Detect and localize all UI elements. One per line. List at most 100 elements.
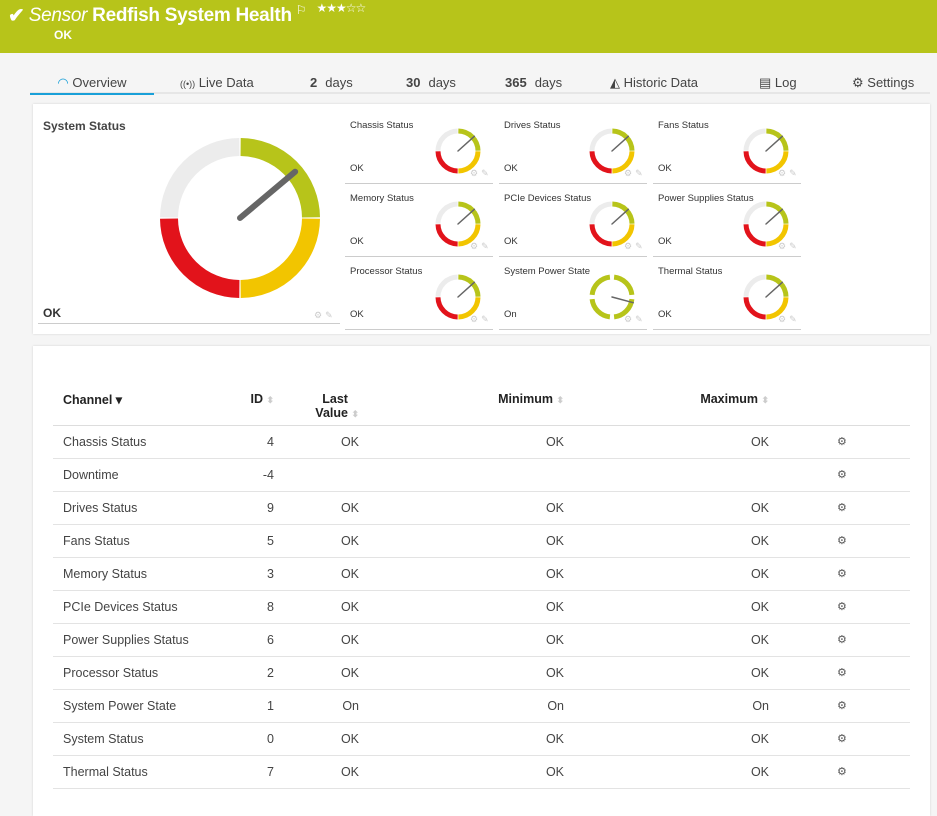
table-row[interactable]: Power Supplies Status 6 OK OK OK ⚙ (53, 623, 910, 657)
channel-settings-icon[interactable]: ⚙ (769, 623, 910, 657)
cell-minimum: OK (359, 623, 564, 657)
cell-last-value: OK (274, 524, 359, 558)
gauge-value: OK (350, 309, 364, 320)
tab-live-data[interactable]: ((•)) Live Data (180, 75, 254, 90)
header-label: Maximum (700, 392, 758, 406)
cell-channel[interactable]: System Status (53, 722, 218, 756)
cell-channel[interactable]: Downtime (53, 458, 218, 492)
header-label: Last Value (315, 392, 348, 420)
cell-channel[interactable]: Drives Status (53, 491, 218, 525)
gauge-tile[interactable]: Drives Status OK ⚙ ✎ (499, 112, 647, 184)
table-row[interactable]: Memory Status 3 OK OK OK ⚙ (53, 557, 910, 591)
cell-channel[interactable]: Power Supplies Status (53, 623, 218, 657)
table-row[interactable]: Chassis Status 4 OK OK OK ⚙ (53, 425, 910, 459)
gauge-tile[interactable]: Thermal Status OK ⚙ ✎ (653, 258, 801, 330)
cell-maximum: OK (564, 590, 769, 624)
tab-2-days[interactable]: 2 days (310, 75, 353, 90)
pin-icon[interactable]: ✎ (481, 168, 489, 178)
gauge-value: OK (350, 163, 364, 174)
gauge-tile[interactable]: Power Supplies Status OK ⚙ ✎ (653, 185, 801, 257)
tab-settings[interactable]: ⚙ Settings (852, 75, 914, 91)
gauge-tile[interactable]: PCIe Devices Status OK ⚙ ✎ (499, 185, 647, 257)
cell-channel[interactable]: Processor Status (53, 656, 218, 690)
cell-id: 8 (218, 590, 274, 624)
tab-label: days (534, 75, 563, 90)
gauge-segment-warning (766, 224, 789, 247)
table-row[interactable]: Fans Status 5 OK OK OK ⚙ (53, 524, 910, 558)
header-minimum[interactable]: Minimum ⬍ (359, 385, 564, 426)
channel-settings-icon[interactable]: ⚙ (769, 590, 910, 624)
gear-icon[interactable]: ⚙ (624, 168, 633, 178)
tab-historic-data[interactable]: ◭ Historic Data (610, 75, 698, 91)
tab-overview[interactable]: ◠ Overview (30, 75, 154, 95)
gear-icon[interactable]: ⚙ (470, 241, 479, 251)
gear-icon[interactable]: ⚙ (778, 314, 787, 324)
channel-settings-icon[interactable]: ⚙ (769, 557, 910, 591)
cell-channel[interactable]: Memory Status (53, 557, 218, 591)
pin-icon[interactable]: ✎ (635, 314, 643, 324)
channel-settings-icon[interactable]: ⚙ (769, 491, 910, 525)
tab-bar: ◠ Overview ((•)) Live Data 2 days 30 days … (30, 70, 930, 95)
table-row[interactable]: Processor Status 2 OK OK OK ⚙ (53, 656, 910, 690)
gauge-tile[interactable]: Chassis Status OK ⚙ ✎ (345, 112, 493, 184)
gear-icon[interactable]: ⚙ (470, 314, 479, 324)
channel-settings-icon[interactable]: ⚙ (769, 458, 910, 492)
cell-channel[interactable]: Thermal Status (53, 755, 218, 789)
pin-icon[interactable]: ✎ (481, 314, 489, 324)
gauge-tile[interactable]: System Power State On ⚙ ✎ (499, 258, 647, 330)
pin-icon[interactable]: ✎ (325, 310, 333, 320)
priority-stars[interactable]: ★★★☆☆ (316, 1, 367, 15)
channel-settings-icon[interactable]: ⚙ (769, 524, 910, 558)
pin-icon[interactable]: ✎ (635, 241, 643, 251)
gauge-tile[interactable]: Processor Status OK ⚙ ✎ (345, 258, 493, 330)
tile-actions: ⚙ ✎ (314, 310, 333, 320)
pin-icon[interactable]: ✎ (635, 168, 643, 178)
header-id[interactable]: ID ⬍ (218, 385, 274, 426)
channel-settings-icon[interactable]: ⚙ (769, 755, 910, 789)
table-row[interactable]: PCIe Devices Status 8 OK OK OK ⚙ (53, 590, 910, 624)
tab-30-days[interactable]: 30 days (406, 75, 456, 90)
table-row[interactable]: Drives Status 9 OK OK OK ⚙ (53, 491, 910, 525)
cell-channel[interactable]: Fans Status (53, 524, 218, 558)
cell-id: 9 (218, 491, 274, 525)
gear-icon[interactable]: ⚙ (624, 314, 633, 324)
header-maximum[interactable]: Maximum ⬍ (564, 385, 769, 426)
gauge-segment-error (589, 224, 612, 247)
gauge-segment-ok (612, 128, 635, 151)
pin-icon[interactable]: ✎ (789, 168, 797, 178)
pin-icon[interactable]: ✎ (789, 241, 797, 251)
tab-log[interactable]: ▤ Log (759, 75, 797, 91)
pin-icon[interactable]: ✎ (481, 241, 489, 251)
cell-channel[interactable]: PCIe Devices Status (53, 590, 218, 624)
table-row[interactable]: System Power State 1 On On On ⚙ (53, 689, 910, 723)
gear-icon[interactable]: ⚙ (624, 241, 633, 251)
table-row[interactable]: System Status 0 OK OK OK ⚙ (53, 722, 910, 756)
gear-icon[interactable]: ⚙ (470, 168, 479, 178)
cell-channel[interactable]: Chassis Status (53, 425, 218, 459)
gear-icon: ⚙ (852, 75, 864, 90)
header-channel[interactable]: Channel ▾ (53, 385, 218, 426)
channel-settings-icon[interactable]: ⚙ (769, 722, 910, 756)
table-row[interactable]: Thermal Status 7 OK OK OK ⚙ (53, 755, 910, 789)
gear-icon[interactable]: ⚙ (778, 168, 787, 178)
channel-settings-icon[interactable]: ⚙ (769, 656, 910, 690)
channel-settings-icon[interactable]: ⚙ (769, 425, 910, 459)
gear-icon[interactable]: ⚙ (314, 310, 323, 320)
tab-num: 2 (310, 75, 318, 90)
flag-icon[interactable]: ⚐ (295, 3, 307, 17)
table-row[interactable]: Downtime -4 ⚙ (53, 458, 910, 492)
pin-icon[interactable]: ✎ (789, 314, 797, 324)
cell-maximum: On (564, 689, 769, 723)
gauge-tile[interactable]: Fans Status OK ⚙ ✎ (653, 112, 801, 184)
gear-icon[interactable]: ⚙ (778, 241, 787, 251)
tile-actions: ⚙ ✎ (778, 168, 797, 178)
check-icon: ✔ (8, 5, 25, 27)
status-gauge (743, 274, 789, 320)
gauge-tile[interactable]: Memory Status OK ⚙ ✎ (345, 185, 493, 257)
gauge-value: OK (350, 236, 364, 247)
channel-settings-icon[interactable]: ⚙ (769, 689, 910, 723)
tab-365-days[interactable]: 365 days (505, 75, 562, 90)
tab-label: days (428, 75, 456, 90)
header-last-value[interactable]: Last Value ⬍ (274, 385, 359, 426)
cell-channel[interactable]: System Power State (53, 689, 218, 723)
